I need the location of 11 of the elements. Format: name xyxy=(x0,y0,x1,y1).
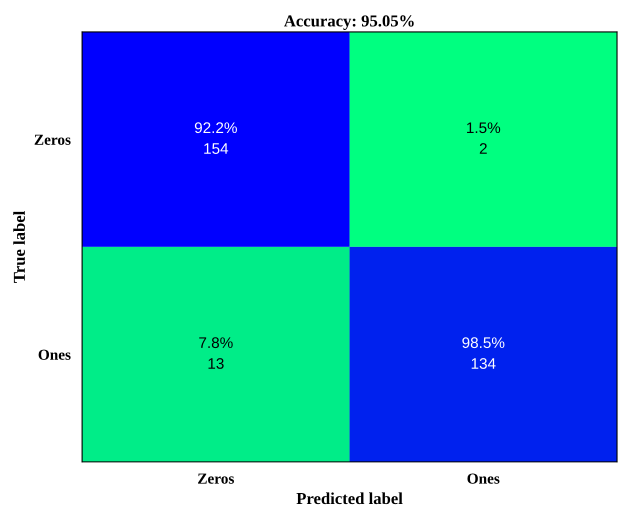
annotation: 7.8% xyxy=(199,337,233,348)
data-label: 13 xyxy=(208,358,224,369)
data-label: 2 xyxy=(480,143,487,154)
chart-title: Accuracy: 95.05% xyxy=(284,15,414,30)
data-label: 154 xyxy=(204,143,228,154)
data-label: 134 xyxy=(472,358,496,369)
x-axis-title: Predicted label xyxy=(296,492,403,504)
annotation: 92.2% xyxy=(194,122,237,134)
annotation: 1.5% xyxy=(467,122,500,134)
y-axis-title: True label xyxy=(13,211,26,283)
annotation: 98.5% xyxy=(462,337,504,348)
